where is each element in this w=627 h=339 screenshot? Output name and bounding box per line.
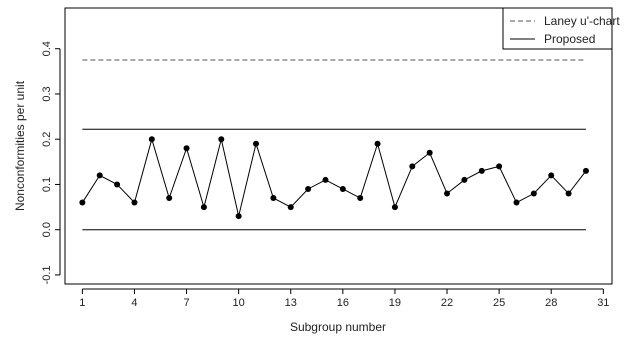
- data-point-15: [322, 176, 329, 183]
- x-tick-label-31: 31: [597, 297, 609, 309]
- x-axis: 1 4 7 10 13 16 19 22 25 28 31: [79, 288, 609, 309]
- data-point-12: [270, 195, 277, 202]
- x-tick-label-13: 13: [285, 297, 297, 309]
- data-point-9: [218, 136, 225, 143]
- y-tick-label-4: 0.3: [41, 86, 53, 101]
- y-axis-title: Nonconformities per unit: [13, 80, 27, 211]
- y-tick-label-5: 0.4: [41, 41, 53, 56]
- y-tick-label-3: 0.2: [41, 132, 53, 147]
- legend-label-laney: Laney u'-chart: [544, 14, 620, 28]
- data-point-19: [391, 204, 398, 211]
- data-point-28: [548, 172, 555, 179]
- x-tick-label-25: 25: [493, 297, 505, 309]
- data-point-14: [305, 185, 312, 192]
- data-point-30: [582, 167, 589, 174]
- y-axis: -0.1 0.0 0.1 0.2 0.3 0.4: [41, 41, 61, 284]
- legend: Laney u'-chart Proposed: [502, 7, 620, 50]
- data-point-7: [183, 145, 190, 152]
- y-tick-label-1: 0.0: [41, 222, 53, 237]
- y-tick-label-0: -0.1: [41, 265, 53, 284]
- data-point-5: [148, 136, 155, 143]
- data-point-18: [374, 140, 381, 147]
- x-tick-label-28: 28: [545, 297, 557, 309]
- x-tick-label-10: 10: [233, 297, 245, 309]
- data-point-29: [565, 190, 572, 197]
- data-point-3: [114, 181, 121, 188]
- data-point-10: [235, 213, 242, 220]
- data-point-2: [96, 172, 103, 179]
- data-point-13: [287, 204, 294, 211]
- data-point-23: [461, 176, 468, 183]
- series-line-0: [81, 137, 587, 217]
- data-point-27: [530, 190, 537, 197]
- x-tick-label-4: 4: [131, 297, 137, 309]
- data-series: [79, 136, 589, 220]
- data-point-6: [166, 195, 173, 202]
- data-point-22: [444, 190, 451, 197]
- data-point-26: [513, 199, 520, 206]
- limit-lines: [82, 59, 586, 231]
- x-axis-title: Subgroup number: [290, 320, 386, 334]
- data-point-20: [409, 163, 416, 170]
- data-point-25: [496, 163, 503, 170]
- y-tick-label-2: 0.1: [41, 177, 53, 192]
- data-point-17: [357, 195, 364, 202]
- x-tick-label-16: 16: [337, 297, 349, 309]
- legend-box: [502, 7, 613, 50]
- plot-frame: [64, 7, 613, 285]
- data-point-11: [253, 140, 260, 147]
- data-point-1: [79, 199, 86, 206]
- x-tick-label-7: 7: [183, 297, 189, 309]
- x-tick-label-22: 22: [441, 297, 453, 309]
- data-point-8: [200, 204, 207, 211]
- data-point-21: [426, 149, 433, 156]
- legend-label-proposed: Proposed: [544, 32, 595, 46]
- x-tick-label-1: 1: [79, 297, 85, 309]
- data-point-4: [131, 199, 138, 206]
- data-point-24: [478, 167, 485, 174]
- x-tick-label-19: 19: [389, 297, 401, 309]
- data-point-16: [339, 185, 346, 192]
